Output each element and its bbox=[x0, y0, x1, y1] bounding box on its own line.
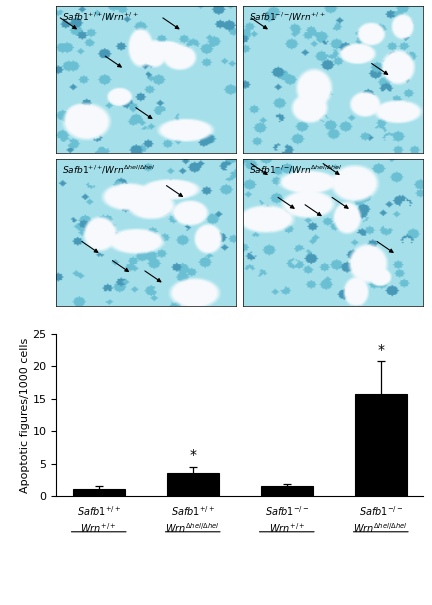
Y-axis label: Apoptotic figures/1000 cells: Apoptotic figures/1000 cells bbox=[19, 338, 29, 492]
Bar bbox=[261, 486, 313, 496]
Bar bbox=[73, 489, 124, 496]
Bar bbox=[167, 473, 219, 496]
Text: $\it{Safb1}^{+/+}\!/\it{Wrn}^{+/+}$: $\it{Safb1}^{+/+}\!/\it{Wrn}^{+/+}$ bbox=[61, 10, 138, 23]
Text: *: * bbox=[189, 448, 196, 462]
Text: *: * bbox=[377, 342, 384, 356]
Bar bbox=[355, 394, 407, 496]
Text: $\it{Safb1}^{+/+}\!/\it{Wrn}^{\Delta hel/\Delta hel}$: $\it{Safb1}^{+/+}\!/\it{Wrn}^{\Delta hel… bbox=[61, 163, 155, 176]
Text: $\it{Safb1}^{-/-}\!/\it{Wrn}^{+/+}$: $\it{Safb1}^{-/-}\!/\it{Wrn}^{+/+}$ bbox=[249, 10, 326, 23]
Text: $\it{Safb1}^{-/-}\!/\it{Wrn}^{\Delta hel/\Delta hel}$: $\it{Safb1}^{-/-}\!/\it{Wrn}^{\Delta hel… bbox=[249, 163, 342, 176]
